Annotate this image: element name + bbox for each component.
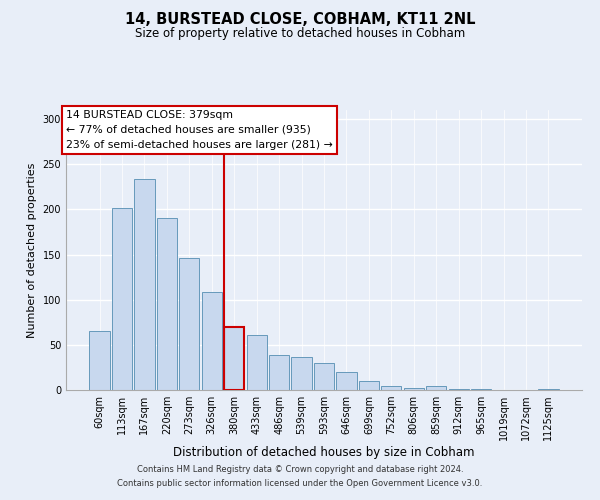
Bar	[404, 388, 424, 390]
Bar	[292, 356, 311, 390]
Bar	[247, 335, 267, 390]
X-axis label: Distribution of detached houses by size in Cobham: Distribution of detached houses by size …	[173, 446, 475, 459]
Bar	[179, 258, 199, 390]
Text: 14, BURSTEAD CLOSE, COBHAM, KT11 2NL: 14, BURSTEAD CLOSE, COBHAM, KT11 2NL	[125, 12, 475, 28]
Text: 14 BURSTEAD CLOSE: 379sqm
← 77% of detached houses are smaller (935)
23% of semi: 14 BURSTEAD CLOSE: 379sqm ← 77% of detac…	[66, 110, 333, 150]
Bar	[538, 389, 559, 390]
Bar	[359, 381, 379, 390]
Bar	[426, 386, 446, 390]
Text: Contains HM Land Registry data © Crown copyright and database right 2024.
Contai: Contains HM Land Registry data © Crown c…	[118, 466, 482, 487]
Bar	[202, 292, 222, 390]
Bar	[449, 389, 469, 390]
Y-axis label: Number of detached properties: Number of detached properties	[27, 162, 37, 338]
Bar	[112, 208, 132, 390]
Bar	[471, 389, 491, 390]
Bar	[314, 363, 334, 390]
Bar	[157, 218, 177, 390]
Bar	[337, 372, 356, 390]
Bar	[224, 327, 244, 390]
Bar	[381, 386, 401, 390]
Bar	[269, 355, 289, 390]
Bar	[89, 332, 110, 390]
Text: Size of property relative to detached houses in Cobham: Size of property relative to detached ho…	[135, 28, 465, 40]
Bar	[134, 178, 155, 390]
